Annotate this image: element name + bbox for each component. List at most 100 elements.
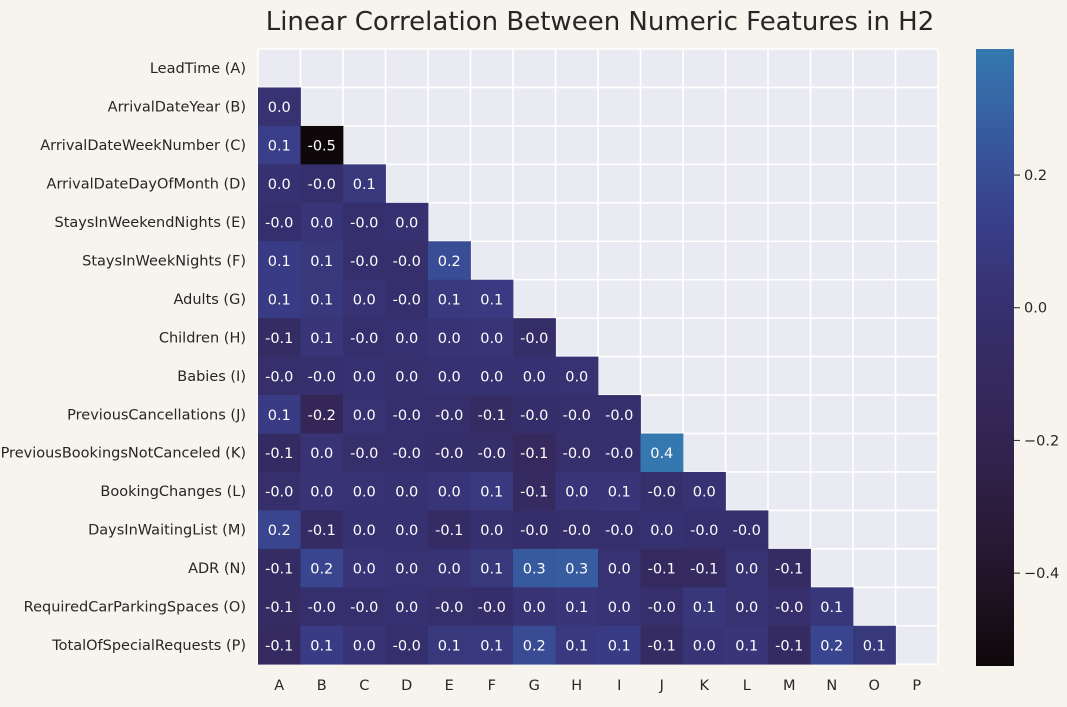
heatmap-cell xyxy=(385,510,429,550)
x-tick-label: G xyxy=(529,678,540,694)
heatmap-cell xyxy=(598,548,641,588)
cell-value-label: 0.1 xyxy=(863,638,886,654)
x-tick-label: H xyxy=(571,678,582,694)
cell-value-label: -0.1 xyxy=(648,638,676,654)
heatmap-cell xyxy=(513,510,556,550)
heatmap-cell xyxy=(343,164,386,204)
cell-value-label: -0.0 xyxy=(520,408,548,424)
cell-value-label: -0.0 xyxy=(648,600,676,616)
cell-value-label: 0.1 xyxy=(480,562,503,578)
heatmap-cell xyxy=(513,318,556,357)
heatmap-cell xyxy=(555,548,599,588)
cell-value-label: -0.1 xyxy=(775,562,803,578)
heatmap-cell xyxy=(428,471,471,511)
heatmap-cell xyxy=(258,395,301,434)
y-tick-label: Adults (G) xyxy=(174,292,247,308)
heatmap-cell xyxy=(598,587,641,627)
cell-value-label: -0.1 xyxy=(265,562,293,578)
cell-value-label: -0.1 xyxy=(265,600,293,616)
heatmap-cell xyxy=(300,471,344,511)
heatmap-cell xyxy=(343,279,386,319)
cell-value-label: 0.0 xyxy=(608,562,631,578)
cell-value-label: -0.0 xyxy=(308,369,336,385)
heatmap-cell xyxy=(555,625,599,665)
cell-value-label: 0.0 xyxy=(395,369,418,385)
heatmap-cell xyxy=(343,241,386,281)
heatmap-cell xyxy=(513,548,556,588)
cell-value-label: 0.1 xyxy=(608,485,631,501)
cell-value-label: 0.0 xyxy=(523,600,546,616)
cell-value-label: 0.0 xyxy=(395,331,418,347)
heatmap-cell xyxy=(470,587,514,627)
cell-value-label: 0.3 xyxy=(523,562,546,578)
heatmap-cell xyxy=(598,471,641,511)
heatmap-cell xyxy=(513,433,556,473)
heatmap-cell xyxy=(300,202,344,242)
x-tick-label: B xyxy=(317,678,327,694)
cell-value-label: 0.0 xyxy=(565,485,588,501)
heatmap-cell xyxy=(385,241,429,281)
heatmap-cell xyxy=(385,395,429,434)
heatmap-cell xyxy=(343,395,386,434)
y-tick-label: StaysInWeekendNights (E) xyxy=(55,215,247,231)
cell-value-label: 0.0 xyxy=(565,369,588,385)
heatmap-cell xyxy=(555,356,599,396)
heatmap-cell xyxy=(258,587,301,627)
heatmap-cell xyxy=(470,279,514,319)
heatmap-cell xyxy=(385,356,429,396)
cell-value-label: 0.1 xyxy=(310,638,333,654)
heatmap-cell xyxy=(470,318,514,357)
plot-area: 0.0 0.1 -0.5 0.0 -0.0 0.1 -0.0 0.0 -0.0 0.0 0.1 0.1… xyxy=(1,48,939,694)
heatmap-cell xyxy=(300,279,344,319)
cell-value-label: -0.0 xyxy=(308,177,336,193)
heatmap-cell xyxy=(555,510,599,550)
cell-value-label: -0.1 xyxy=(265,331,293,347)
x-tick-label: O xyxy=(869,678,880,694)
heatmap-cell xyxy=(555,433,599,473)
cell-value-label: -0.1 xyxy=(265,638,293,654)
cell-value-label: 0.1 xyxy=(268,139,291,155)
cell-value-label: 0.0 xyxy=(353,485,376,501)
heatmap-cell xyxy=(470,356,514,396)
heatmap-cell xyxy=(343,356,386,396)
cell-value-label: 0.1 xyxy=(565,638,588,654)
colorbar-tick-label: −0.2 xyxy=(1024,433,1059,449)
heatmap-cell xyxy=(768,587,811,627)
heatmap-cell xyxy=(513,625,556,665)
cell-value-label: -0.0 xyxy=(393,638,421,654)
heatmap-cell xyxy=(300,395,344,434)
x-tick-label: M xyxy=(783,678,796,694)
heatmap-cell xyxy=(725,587,769,627)
heatmap-cell xyxy=(810,587,854,627)
heatmap-cell xyxy=(768,548,811,588)
heatmap-cell xyxy=(428,395,471,434)
heatmap-cell xyxy=(513,587,556,627)
heatmap-cell xyxy=(385,318,429,357)
heatmap-cell xyxy=(385,625,429,665)
heatmap-cell xyxy=(300,125,344,165)
cell-value-label: 0.0 xyxy=(395,562,418,578)
cell-value-label: 0.0 xyxy=(438,562,461,578)
cell-value-label: 0.0 xyxy=(310,216,333,232)
colorbar: −0.4 −0.2 0.0 0.2 xyxy=(976,49,1059,666)
cell-value-label: 0.0 xyxy=(310,446,333,462)
heatmap-cell xyxy=(343,318,386,357)
heatmap-cell xyxy=(640,471,684,511)
cell-value-label: 0.0 xyxy=(735,600,758,616)
cell-value-label: 0.2 xyxy=(438,254,461,270)
heatmap-cell xyxy=(640,433,684,473)
y-tick-label: ADR (N) xyxy=(188,561,246,577)
heatmap-cell xyxy=(258,625,301,665)
cell-value-label: -0.1 xyxy=(265,446,293,462)
cell-value-label: -0.0 xyxy=(478,446,506,462)
heatmap-cell xyxy=(300,318,344,357)
cell-value-label: 0.0 xyxy=(353,562,376,578)
y-tick-label: RequiredCarParkingSpaces (O) xyxy=(24,600,246,616)
cell-value-label: 0.1 xyxy=(438,638,461,654)
cell-value-label: 0.0 xyxy=(480,369,503,385)
heatmap-cell xyxy=(258,279,301,319)
x-tick-label: L xyxy=(743,678,751,694)
cell-value-label: -0.0 xyxy=(435,446,463,462)
y-axis-labels: LeadTime (A) ArrivalDateYear (B) ArrivalDa… xyxy=(1,61,246,654)
